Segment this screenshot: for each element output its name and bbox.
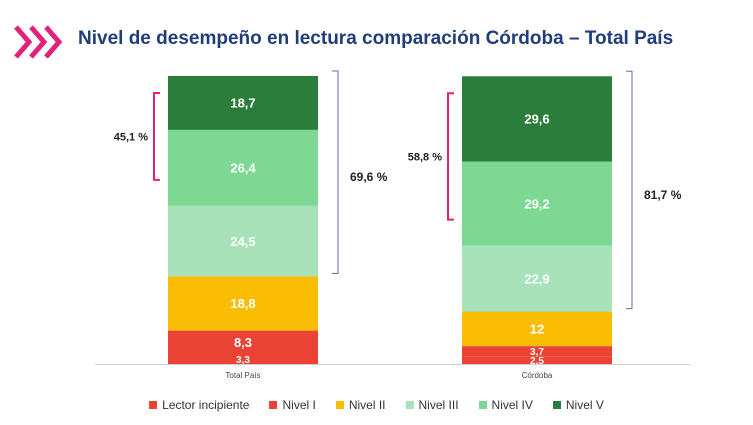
data-label: 29,2 — [524, 196, 549, 211]
data-label: 26,4 — [230, 161, 256, 176]
legend: Lector incipiente Nivel I Nivel II Nivel II… — [0, 398, 753, 412]
legend-swatch — [269, 401, 278, 409]
data-label: 18,7 — [230, 96, 255, 111]
bar-segment — [168, 76, 318, 130]
page-title: Nivel de desempeño en lectura comparació… — [78, 28, 674, 49]
bar-segment — [168, 354, 318, 364]
legend-swatch — [405, 401, 414, 409]
bracket-right — [332, 70, 339, 274]
legend-swatch — [335, 401, 344, 409]
legend-item: Nivel V — [552, 398, 604, 412]
legend-item: Nivel III — [405, 398, 459, 412]
legend-label: Nivel III — [418, 398, 459, 412]
legend-item: Nivel I — [269, 398, 316, 412]
data-label: 24,5 — [230, 234, 255, 249]
category-label: Total País — [225, 371, 260, 380]
bracket-left — [447, 92, 454, 221]
legend-swatch — [552, 401, 561, 409]
bar-segment — [168, 129, 318, 206]
legend-label: Nivel V — [565, 398, 604, 412]
data-label: 3,7 — [530, 347, 544, 358]
category-label: Córdoba — [522, 371, 553, 380]
legend-item: Nivel II — [335, 398, 386, 412]
legend-label: Nivel IV — [491, 398, 533, 412]
bar-segment — [462, 245, 612, 312]
bar-segment — [462, 161, 612, 246]
bar-segment — [462, 311, 612, 347]
header: Nivel de desempeño en lectura comparació… — [0, 0, 753, 70]
data-label: 2,5 — [530, 356, 544, 367]
annotation-label: 45,1 % — [114, 131, 148, 143]
bar-segment — [462, 346, 612, 357]
data-label: 8,3 — [234, 335, 252, 350]
bar-segment — [462, 76, 612, 162]
data-label: 3,3 — [236, 355, 250, 366]
data-label: 29,6 — [524, 112, 549, 127]
bar-segment — [168, 205, 318, 277]
bar-segment — [168, 330, 318, 355]
chevrons-icon — [14, 25, 63, 59]
legend-item: Lector incipiente — [149, 398, 249, 412]
data-label: 18,8 — [230, 296, 255, 311]
legend-item: Nivel IV — [478, 398, 533, 412]
data-label: 22,9 — [524, 271, 549, 286]
legend-label: Nivel II — [348, 398, 386, 412]
legend-label: Nivel I — [282, 398, 316, 412]
bar-segment — [168, 276, 318, 331]
legend-swatch — [478, 401, 487, 409]
legend-swatch — [149, 401, 158, 409]
data-label: 12 — [530, 322, 544, 337]
legend-label: Lector incipiente — [162, 398, 250, 412]
annotation-label: 58,8 % — [408, 151, 442, 163]
annotation-label: 81,7 % — [644, 188, 682, 202]
bar-segment — [462, 356, 612, 364]
annotation-label: 69,6 % — [350, 170, 388, 184]
bracket-right — [626, 70, 633, 310]
bracket-left — [153, 92, 160, 181]
